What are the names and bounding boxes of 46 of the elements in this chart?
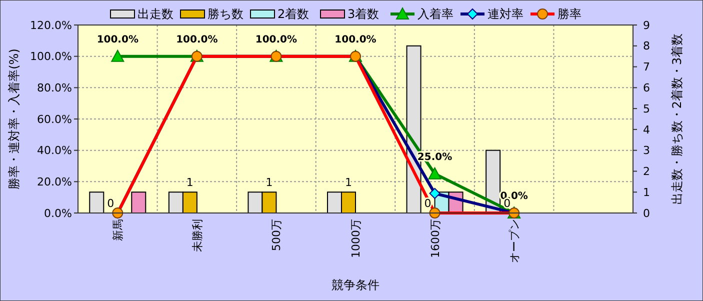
legend-label: 連対率 bbox=[488, 7, 524, 22]
x-tick-label: オープン bbox=[508, 219, 522, 263]
y2-tick-label: 1 bbox=[643, 186, 650, 199]
x-tick-label: 1000万 bbox=[350, 219, 362, 258]
data-label: 0 bbox=[107, 197, 114, 210]
legend-label: 勝率 bbox=[558, 7, 582, 22]
y-tick-label: 60.0% bbox=[37, 112, 72, 126]
bar bbox=[89, 192, 104, 214]
data-label: 1 bbox=[345, 176, 352, 190]
point bbox=[428, 167, 442, 180]
y2-tick-label: 9 bbox=[643, 18, 650, 32]
point bbox=[111, 50, 124, 62]
data-label: 1 bbox=[186, 176, 194, 190]
y-tick-label: 100.0% bbox=[30, 50, 72, 64]
legend-label: 勝ち数 bbox=[208, 7, 244, 22]
x-tick-label: 未勝利 bbox=[190, 219, 204, 252]
y2-tick-label: 5 bbox=[643, 102, 650, 116]
y2-tick-label: 4 bbox=[643, 123, 650, 136]
x-tick-label: 1600万 bbox=[428, 219, 442, 258]
legend-label: 出走数 bbox=[138, 7, 174, 22]
bar bbox=[131, 192, 146, 214]
y2-tick-label: 2 bbox=[643, 165, 650, 178]
y2-tick-label: 0 bbox=[643, 206, 650, 220]
data-label: 100.0% bbox=[255, 34, 298, 46]
y-axis-title: 勝率・連対率・入着率(%) bbox=[7, 48, 21, 190]
y-tick-label: 20.0% bbox=[37, 176, 72, 189]
y-tick-label: 80.0% bbox=[37, 82, 72, 95]
y2-tick-label: 3 bbox=[643, 144, 650, 158]
legend-label: 入着率 bbox=[418, 7, 454, 22]
data-label: 100.0% bbox=[96, 34, 138, 46]
legend-label: 2着数 bbox=[278, 7, 310, 22]
y2-tick-label: 7 bbox=[643, 60, 650, 74]
data-label: 1 bbox=[266, 176, 273, 190]
x-tick-label: 500万 bbox=[270, 219, 284, 251]
y-tick-label: 0.0% bbox=[44, 206, 72, 220]
data-label: 100.0% bbox=[176, 34, 218, 46]
y-tick-label: 120.0% bbox=[30, 18, 72, 32]
y2-tick-label: 6 bbox=[643, 82, 650, 95]
y2-tick-label: 8 bbox=[643, 40, 650, 53]
data-label: 100.0% bbox=[334, 34, 376, 46]
x-tick-label: 新馬 bbox=[112, 219, 125, 241]
y2-axis-title: 出走数・勝ち数・2着数・3着数 bbox=[670, 33, 684, 205]
legend-label: 3着数 bbox=[348, 7, 380, 22]
x-axis-title: 競争条件 bbox=[332, 278, 380, 292]
point bbox=[429, 188, 440, 199]
y-tick-label: 40.0% bbox=[37, 144, 72, 158]
